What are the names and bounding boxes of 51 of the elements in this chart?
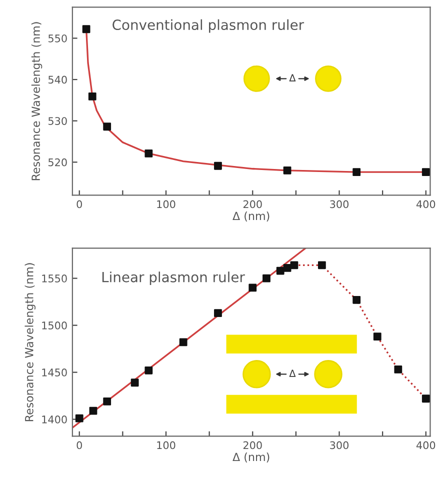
x-tick-label: 200 (243, 441, 262, 450)
point (82, 25, 90, 34)
point (276, 266, 284, 275)
y-tick-label: 540 (48, 76, 67, 84)
point (88, 92, 96, 100)
x-tick-label: 100 (157, 200, 176, 208)
annotation: Δ (289, 74, 296, 82)
x-tick-label: 0 (76, 441, 82, 450)
x-tick-label: 300 (330, 441, 349, 450)
point (422, 168, 430, 176)
point (103, 122, 112, 131)
x-tick-label: 400 (416, 441, 436, 450)
annotation: Δ (289, 370, 296, 377)
point (290, 261, 298, 270)
point (75, 414, 84, 422)
point (248, 284, 257, 292)
point (214, 162, 222, 170)
point (179, 338, 188, 346)
point (262, 274, 270, 282)
point (422, 394, 430, 403)
point (394, 366, 402, 374)
x-axis-title: Δ (nm) (232, 452, 270, 462)
point (144, 366, 153, 374)
point (318, 261, 326, 270)
y-axis-title: Resonance Wavelength (nm) (31, 22, 42, 180)
y-tick-label: 1500 (42, 322, 67, 330)
y-tick-label: 530 (48, 117, 67, 125)
y-tick-label: 1550 (42, 274, 67, 282)
point (352, 168, 361, 176)
x-axis-title: Δ (nm) (232, 212, 270, 222)
point (214, 309, 222, 318)
y-tick-label: 520 (48, 158, 67, 166)
y-tick-label: 1450 (42, 368, 67, 376)
y-tick-label: 1400 (42, 416, 67, 424)
point (103, 397, 112, 406)
annotation: Conventional plasmon ruler (112, 19, 304, 33)
x-tick-label: 200 (243, 200, 262, 208)
x-tick-label: 100 (157, 441, 176, 450)
y-tick-label: 550 (48, 34, 67, 42)
point (130, 378, 139, 387)
x-tick-label: 0 (76, 200, 82, 208)
x-tick-label: 300 (330, 200, 349, 208)
annotation: Linear plasmon ruler (102, 272, 245, 286)
point (352, 296, 361, 304)
y-axis-title: Resonance Wavelength (nm) (24, 263, 36, 422)
point (373, 332, 382, 341)
point (89, 406, 98, 415)
point (144, 150, 153, 158)
x-tick-label: 400 (416, 200, 436, 208)
point (283, 264, 292, 272)
point (283, 166, 292, 174)
